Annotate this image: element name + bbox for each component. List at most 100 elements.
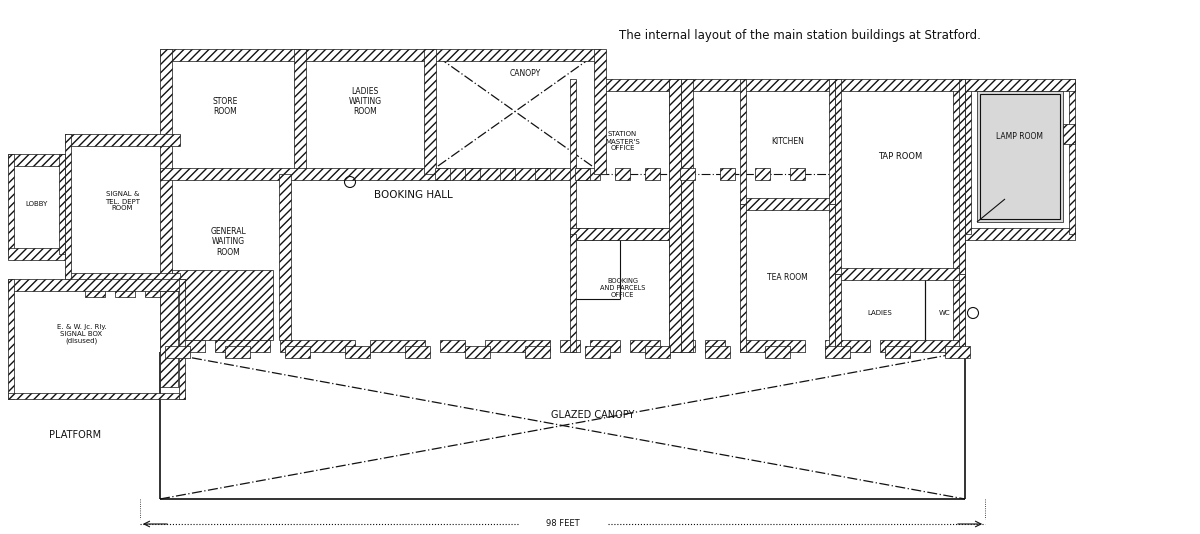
Text: TEA ROOM: TEA ROOM bbox=[767, 273, 808, 282]
Bar bbox=[720, 168, 734, 180]
Bar bbox=[965, 79, 971, 234]
Bar bbox=[466, 346, 490, 358]
Bar bbox=[790, 168, 805, 180]
Bar bbox=[8, 393, 185, 399]
Bar bbox=[406, 346, 430, 358]
Text: WC: WC bbox=[940, 310, 950, 316]
Bar bbox=[826, 340, 870, 352]
Bar bbox=[616, 168, 630, 180]
Bar bbox=[535, 168, 550, 180]
Text: The internal layout of the main station buildings at Stratford.: The internal layout of the main station … bbox=[619, 28, 980, 42]
Bar bbox=[740, 340, 805, 352]
Bar bbox=[8, 248, 65, 260]
Bar bbox=[466, 168, 480, 180]
Text: E. & W. Jc. Rly.
SIGNAL BOX
(disused): E. & W. Jc. Rly. SIGNAL BOX (disused) bbox=[56, 324, 107, 344]
Bar bbox=[294, 49, 306, 174]
Bar bbox=[215, 340, 270, 352]
Bar bbox=[500, 168, 515, 180]
Bar bbox=[286, 346, 310, 358]
Bar bbox=[8, 154, 65, 166]
Bar bbox=[646, 168, 660, 180]
Text: 98 FEET: 98 FEET bbox=[546, 520, 580, 529]
Bar bbox=[115, 285, 134, 297]
Bar bbox=[646, 346, 670, 358]
Bar bbox=[959, 79, 965, 274]
Bar bbox=[440, 340, 466, 352]
Bar bbox=[590, 340, 620, 352]
Bar bbox=[1069, 79, 1075, 234]
Bar bbox=[630, 340, 660, 352]
Bar bbox=[594, 49, 606, 174]
Bar bbox=[740, 204, 746, 352]
Bar bbox=[570, 228, 674, 240]
Bar bbox=[85, 285, 106, 297]
Text: LAMP ROOM: LAMP ROOM bbox=[996, 132, 1044, 141]
Bar bbox=[300, 49, 430, 61]
Bar bbox=[280, 340, 355, 352]
Text: PLATFORM: PLATFORM bbox=[49, 430, 101, 441]
Bar bbox=[600, 79, 965, 91]
Bar bbox=[680, 168, 695, 180]
Bar bbox=[65, 273, 180, 285]
Bar bbox=[59, 154, 65, 254]
Bar bbox=[160, 49, 300, 61]
Bar bbox=[370, 340, 425, 352]
Text: TAP ROOM: TAP ROOM bbox=[878, 152, 922, 161]
Bar bbox=[586, 346, 610, 358]
Bar bbox=[226, 346, 250, 358]
Bar bbox=[977, 91, 1063, 222]
Bar bbox=[430, 49, 600, 61]
Bar bbox=[179, 279, 185, 399]
Text: CANOPY: CANOPY bbox=[509, 69, 541, 78]
Bar bbox=[166, 346, 190, 358]
Bar bbox=[1063, 124, 1075, 144]
Text: GLAZED CANOPY: GLAZED CANOPY bbox=[551, 411, 634, 420]
Bar bbox=[160, 291, 178, 387]
Bar bbox=[526, 346, 550, 358]
Bar bbox=[740, 79, 746, 204]
Bar bbox=[706, 340, 725, 352]
Text: BOOKING
AND PARCELS
OFFICE: BOOKING AND PARCELS OFFICE bbox=[600, 278, 646, 298]
Bar bbox=[160, 340, 205, 352]
Bar bbox=[424, 49, 436, 174]
Bar bbox=[575, 168, 590, 180]
Text: STORE
ROOM: STORE ROOM bbox=[212, 97, 238, 116]
Bar bbox=[682, 79, 694, 352]
Bar bbox=[829, 79, 835, 204]
Text: LOBBY: LOBBY bbox=[25, 201, 48, 207]
Bar bbox=[829, 204, 835, 352]
Bar bbox=[65, 134, 71, 279]
Bar bbox=[570, 234, 576, 352]
Bar bbox=[835, 268, 965, 280]
Bar bbox=[755, 168, 770, 180]
Bar bbox=[835, 274, 841, 352]
Text: STATION
MASTER'S
OFFICE: STATION MASTER'S OFFICE bbox=[605, 131, 640, 152]
Bar bbox=[346, 346, 370, 358]
Text: SIGNAL &
TEL. DEPT
ROOM: SIGNAL & TEL. DEPT ROOM bbox=[106, 192, 140, 211]
Bar bbox=[670, 234, 674, 352]
Bar bbox=[8, 279, 185, 291]
Bar bbox=[160, 168, 600, 180]
Text: KITCHEN: KITCHEN bbox=[772, 137, 804, 146]
Bar bbox=[980, 94, 1060, 219]
Bar bbox=[145, 285, 166, 297]
Bar bbox=[560, 340, 580, 352]
Bar bbox=[670, 79, 682, 352]
Text: LADIES
WAITING
ROOM: LADIES WAITING ROOM bbox=[348, 87, 382, 116]
Bar bbox=[8, 279, 14, 399]
Bar bbox=[570, 228, 674, 240]
Bar bbox=[826, 346, 850, 358]
Bar bbox=[65, 134, 180, 146]
Bar bbox=[172, 270, 274, 340]
Bar bbox=[886, 346, 910, 358]
Bar bbox=[959, 274, 965, 352]
Text: BOOKING HALL: BOOKING HALL bbox=[374, 191, 452, 200]
Text: LADIES: LADIES bbox=[868, 310, 893, 316]
Bar bbox=[570, 79, 576, 234]
Bar bbox=[436, 168, 450, 180]
Bar bbox=[953, 79, 965, 352]
Bar bbox=[946, 346, 970, 358]
Bar bbox=[670, 79, 674, 234]
Bar bbox=[965, 79, 1075, 91]
Bar bbox=[965, 228, 1075, 240]
